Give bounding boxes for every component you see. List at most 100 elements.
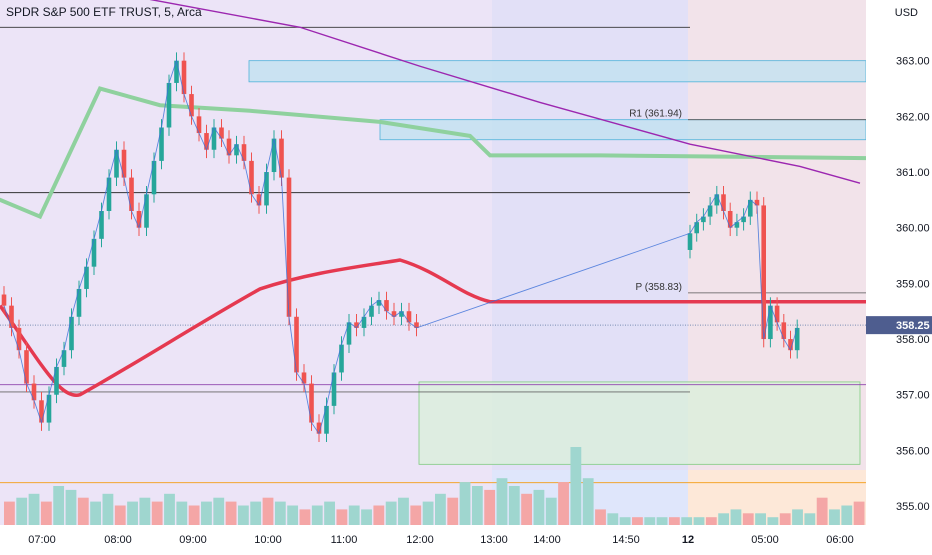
candle-body-0-1	[9, 305, 14, 328]
candle-body-0-42	[316, 422, 322, 434]
volume-bar-9	[114, 505, 126, 525]
candle-body-1-12	[768, 305, 773, 340]
candle-body-0-30	[226, 138, 232, 156]
candle-body-0-33	[249, 160, 254, 195]
volume-bar-29	[361, 509, 372, 525]
candle-body-0-53	[399, 311, 404, 317]
time-axis-bg	[0, 525, 932, 550]
candle-body-0-50	[376, 300, 382, 306]
candle-body-0-12	[91, 238, 97, 267]
candle-body-0-47	[354, 322, 359, 328]
candle-body-0-27	[204, 133, 209, 150]
volume-bar-10	[127, 501, 138, 525]
candle-body-0-28	[211, 127, 217, 150]
volume-bar-19	[237, 505, 249, 525]
volume-bar-1	[16, 497, 28, 525]
volume-bar-69	[853, 501, 865, 525]
candle-body-0-15	[114, 149, 119, 178]
volume-bar-27	[336, 509, 348, 525]
candle-body-0-21	[159, 127, 164, 161]
volume-bar-61	[755, 513, 766, 525]
candle-body-1-14	[781, 322, 787, 340]
volume-bar-41	[508, 486, 520, 525]
volume-bar-17	[213, 497, 225, 525]
volume-bar-32	[398, 497, 409, 525]
pivot-label-1: P (358.83)	[635, 282, 682, 293]
volume-bar-38	[471, 486, 483, 525]
candle-body-0-25	[189, 94, 194, 117]
volume-bar-8	[102, 493, 114, 525]
x-tick-11: 06:00	[826, 534, 854, 546]
last-price-tag	[866, 316, 932, 335]
volume-bar-18	[225, 501, 237, 525]
volume-bar-4	[53, 486, 65, 525]
ma-purple-line	[149, 0, 861, 184]
candle-body-0-20	[151, 160, 157, 195]
y-tick-0: 355.00	[896, 501, 930, 513]
volume-bar-14	[176, 501, 188, 525]
volume-bar-39	[484, 489, 496, 525]
volume-bar-45	[558, 482, 569, 525]
candle-body-0-29	[219, 127, 224, 139]
candle-body-1-9	[748, 199, 753, 217]
x-tick-7: 14:00	[533, 534, 561, 546]
candle-body-0-35	[264, 172, 269, 206]
volume-bar-24	[299, 509, 311, 525]
candle-body-1-16	[794, 327, 800, 351]
volume-bar-50	[619, 517, 631, 525]
ma-red-line	[0, 258, 866, 397]
y-tick-5: 360.00	[896, 223, 930, 235]
y-tick-3: 358.00	[896, 334, 930, 346]
volume-bar-59	[730, 509, 742, 525]
candle-body-0-14	[106, 177, 112, 211]
volume-bar-33	[410, 505, 422, 525]
volume-bar-47	[582, 478, 594, 525]
volume-bar-20	[250, 501, 262, 525]
y-tick-6: 361.00	[896, 167, 930, 179]
candle-body-0-46	[346, 322, 352, 345]
x-tick-1: 08:00	[104, 534, 132, 546]
candle-body-0-51	[384, 300, 389, 312]
ma-blue-line	[3, 59, 798, 435]
candle-body-1-5	[721, 194, 726, 211]
candle-body-0-41	[309, 383, 314, 423]
x-tick-4: 11:00	[331, 534, 358, 546]
candle-body-0-11	[84, 266, 89, 289]
volume-bar-42	[521, 493, 533, 525]
candle-body-0-8	[61, 350, 67, 367]
candle-body-0-49	[369, 305, 374, 317]
y-tick-7: 362.00	[896, 111, 930, 123]
price-axis-bg	[866, 0, 932, 550]
y-tick-2: 357.00	[896, 390, 930, 402]
volume-bar-51	[632, 517, 643, 525]
y-tick-4: 359.00	[896, 278, 930, 290]
volume-bar-40	[496, 478, 508, 525]
candle-body-0-54	[406, 311, 412, 323]
candle-body-0-34	[256, 194, 262, 206]
candle-body-0-5	[39, 400, 44, 423]
candle-body-0-3	[24, 350, 29, 384]
volume-bar-60	[742, 513, 754, 525]
volume-bar-23	[287, 505, 299, 525]
volume-bar-25	[311, 505, 323, 525]
candle-body-0-2	[16, 327, 22, 351]
candle-body-0-52	[391, 311, 397, 317]
candle-body-0-6	[46, 394, 52, 423]
candle-body-0-37	[279, 138, 284, 178]
candle-body-0-9	[69, 316, 74, 351]
volume-bar-12	[151, 501, 163, 525]
volume-bar-54	[668, 517, 680, 525]
candle-body-1-15	[788, 339, 793, 351]
candle-body-0-13	[99, 211, 104, 239]
x-tick-8: 14:50	[612, 534, 640, 546]
candle-body-0-44	[331, 372, 337, 406]
candle-body-1-11	[761, 205, 766, 340]
volume-bar-58	[718, 513, 730, 525]
candle-body-1-10	[754, 199, 760, 206]
candle-body-0-23	[174, 60, 179, 83]
volume-bar-65	[804, 513, 816, 525]
candle-body-0-43	[324, 405, 329, 434]
candle-body-0-16	[121, 149, 127, 178]
